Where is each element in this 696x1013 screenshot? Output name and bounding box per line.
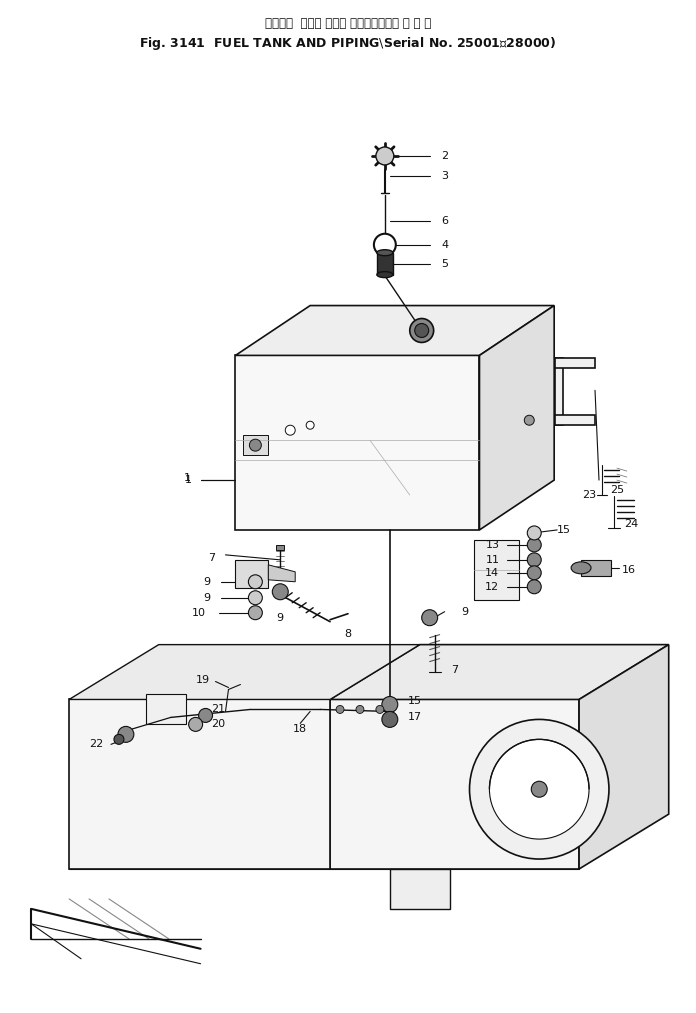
- Polygon shape: [555, 415, 595, 425]
- Circle shape: [248, 574, 262, 589]
- Circle shape: [528, 553, 541, 567]
- Text: 7: 7: [451, 665, 458, 675]
- Text: 4: 4: [441, 240, 448, 250]
- Circle shape: [336, 705, 344, 713]
- Polygon shape: [555, 359, 563, 425]
- Bar: [276, 545, 284, 550]
- Circle shape: [422, 610, 438, 626]
- Ellipse shape: [571, 562, 591, 573]
- Text: 22: 22: [89, 739, 103, 750]
- Polygon shape: [244, 436, 269, 455]
- Text: 9: 9: [203, 576, 211, 587]
- Text: 1: 1: [184, 473, 191, 483]
- Text: 16: 16: [622, 565, 636, 574]
- Circle shape: [306, 421, 314, 430]
- Text: フェエル  タンク および パイピング（適 用 号 機: フェエル タンク および パイピング（適 用 号 機: [265, 17, 431, 29]
- Text: 8: 8: [345, 629, 351, 638]
- Text: 5: 5: [441, 258, 448, 268]
- Circle shape: [374, 234, 396, 255]
- Text: 6: 6: [441, 216, 448, 226]
- Circle shape: [118, 726, 134, 743]
- Circle shape: [249, 440, 261, 451]
- Circle shape: [528, 538, 541, 552]
- Ellipse shape: [377, 271, 393, 278]
- Polygon shape: [235, 560, 269, 588]
- Text: 23: 23: [582, 490, 596, 500]
- Circle shape: [376, 705, 384, 713]
- Circle shape: [489, 739, 589, 839]
- Polygon shape: [330, 644, 669, 699]
- Text: 14: 14: [485, 568, 500, 577]
- Text: 18: 18: [293, 724, 307, 734]
- Text: 10: 10: [191, 608, 205, 618]
- Text: 24: 24: [624, 519, 638, 529]
- Circle shape: [524, 415, 535, 425]
- Text: 21: 21: [212, 704, 226, 714]
- Text: 13: 13: [485, 540, 500, 550]
- Ellipse shape: [377, 250, 393, 255]
- Circle shape: [248, 606, 262, 620]
- Polygon shape: [69, 699, 330, 869]
- Circle shape: [528, 566, 541, 579]
- Text: 3: 3: [441, 171, 448, 181]
- Text: Fig. 3141  FUEL TANK AND PIPING$\backslash$Serial No. 25001～28000): Fig. 3141 FUEL TANK AND PIPING$\backslas…: [139, 34, 557, 52]
- Polygon shape: [330, 699, 579, 869]
- Text: 9: 9: [461, 607, 468, 617]
- Circle shape: [531, 781, 547, 797]
- Text: 19: 19: [196, 675, 209, 685]
- Circle shape: [382, 697, 398, 712]
- Text: 9: 9: [203, 593, 211, 603]
- Polygon shape: [69, 644, 420, 699]
- Circle shape: [528, 526, 541, 540]
- Circle shape: [382, 711, 398, 727]
- Text: 2: 2: [441, 151, 448, 161]
- Circle shape: [376, 147, 394, 165]
- Polygon shape: [145, 695, 186, 724]
- Polygon shape: [475, 540, 519, 600]
- Polygon shape: [235, 356, 480, 530]
- Text: 7: 7: [208, 553, 216, 563]
- Polygon shape: [235, 306, 554, 356]
- Circle shape: [198, 708, 212, 722]
- Circle shape: [470, 719, 609, 859]
- Text: 11: 11: [485, 555, 500, 565]
- Polygon shape: [269, 565, 295, 581]
- Bar: [581, 560, 611, 575]
- Text: 9: 9: [277, 613, 284, 623]
- Text: 17: 17: [408, 712, 422, 722]
- Text: 20: 20: [212, 719, 226, 729]
- Bar: [377, 252, 393, 275]
- Circle shape: [415, 323, 429, 337]
- Text: 12: 12: [485, 581, 500, 592]
- Text: 25: 25: [610, 485, 624, 495]
- Polygon shape: [555, 359, 595, 369]
- Circle shape: [285, 425, 295, 436]
- Polygon shape: [390, 869, 450, 909]
- Circle shape: [272, 583, 288, 600]
- Circle shape: [189, 717, 203, 731]
- Text: 1: 1: [185, 475, 192, 485]
- Polygon shape: [480, 306, 554, 530]
- Circle shape: [248, 591, 262, 605]
- Circle shape: [114, 734, 124, 745]
- Polygon shape: [579, 644, 669, 869]
- Circle shape: [356, 705, 364, 713]
- Text: —: —: [513, 693, 525, 706]
- Circle shape: [528, 579, 541, 594]
- Text: 15: 15: [557, 525, 571, 535]
- Text: 15: 15: [408, 697, 422, 706]
- Circle shape: [410, 318, 434, 342]
